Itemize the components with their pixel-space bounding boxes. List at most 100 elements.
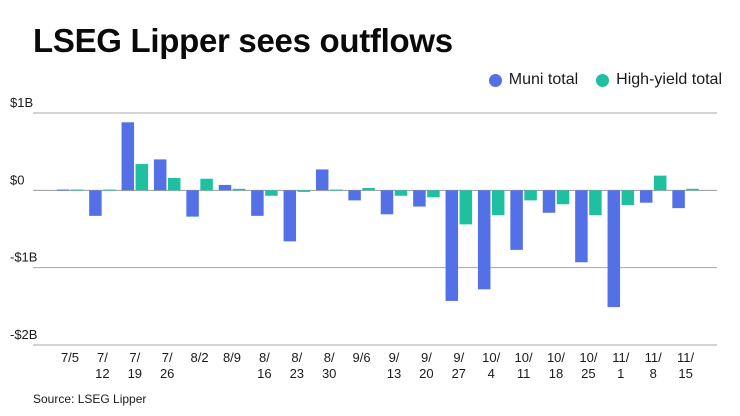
x-tick-label-line: 1: [617, 366, 624, 381]
x-tick-label-line: 11/: [645, 350, 662, 365]
x-tick-label-line: 26: [160, 366, 174, 381]
x-tick-label-line: 8/: [291, 350, 302, 365]
bar-high-yield: [556, 190, 570, 205]
x-tick-label: 9/13: [387, 350, 401, 381]
x-tick-label-line: 12: [95, 366, 109, 381]
bar-high-yield: [427, 190, 440, 198]
x-tick-label-line: 25: [581, 366, 595, 381]
bar-high-yield: [621, 190, 635, 206]
x-tick-label: 11/15: [677, 350, 694, 381]
x-tick-label-line: 8/2: [191, 350, 209, 365]
bar-high-yield: [103, 189, 116, 191]
x-tick-label-line: 8/: [324, 350, 335, 365]
bar-high-yield: [265, 190, 278, 196]
x-tick-label: 10/18: [547, 350, 565, 381]
bar-high-yield: [167, 177, 181, 191]
bar-muni: [672, 190, 685, 209]
x-tick-label-line: 18: [549, 366, 563, 381]
bar-muni: [315, 169, 329, 191]
bar-muni: [542, 190, 556, 213]
bar-high-yield: [329, 189, 343, 191]
y-tick-label: -$1B: [10, 250, 37, 265]
bar-high-yield: [491, 190, 505, 216]
x-tick-label-line: 9/: [421, 350, 432, 365]
bar-muni: [639, 190, 653, 203]
x-tick-label: 8/2: [191, 350, 209, 365]
bar-high-yield: [589, 190, 602, 216]
x-tick-label-line: 10/: [547, 350, 565, 365]
x-tick-label-line: 11/: [677, 350, 694, 365]
x-tick-label-line: 8: [650, 366, 657, 381]
x-tick-label: 8/9: [223, 350, 241, 365]
bar-muni: [153, 159, 167, 191]
x-tick-label: 10/11: [515, 350, 533, 381]
x-tick-label-line: 7/: [97, 350, 108, 365]
x-tick-label-line: 23: [290, 366, 304, 381]
bar-high-yield: [70, 189, 84, 191]
bar-high-yield: [524, 190, 537, 201]
x-tick-label-line: 16: [257, 366, 271, 381]
x-tick-label: 7/12: [95, 350, 109, 381]
x-tick-label: 9/6: [353, 350, 371, 365]
bar-high-yield: [459, 190, 473, 225]
x-tick-label: 10/25: [579, 350, 597, 381]
x-tick-label: 7/19: [128, 350, 142, 381]
legend-label-muni: Muni total: [508, 71, 579, 88]
y-tick-label: $1B: [10, 95, 33, 110]
bar-muni: [607, 190, 621, 308]
x-tick-label-line: 7/: [162, 350, 173, 365]
x-tick-label: 11/8: [645, 350, 662, 381]
x-tick-label-line: 30: [322, 366, 336, 381]
legend-swatch-high-yield: [596, 73, 610, 87]
bar-high-yield: [135, 164, 149, 191]
bar-muni: [380, 190, 394, 215]
x-tick-label-line: 9/: [453, 350, 464, 365]
x-tick-label-line: 9/: [389, 350, 400, 365]
x-tick-label-line: 15: [678, 366, 692, 381]
x-tick-label-line: 10/: [482, 350, 500, 365]
x-tick-label-line: 7/5: [61, 350, 79, 365]
chart-title: LSEG Lipper sees outflows: [33, 22, 453, 59]
x-tick-label: 8/16: [257, 350, 271, 381]
x-tick-label-line: 9/6: [353, 350, 371, 365]
x-tick-label: 10/4: [482, 350, 500, 381]
bar-muni: [186, 190, 199, 217]
bar-muni: [575, 190, 588, 263]
x-tick-label-line: 19: [128, 366, 142, 381]
x-tick-label-line: 8/: [259, 350, 270, 365]
bar-high-yield: [297, 190, 311, 192]
x-tick-label-line: 20: [419, 366, 433, 381]
bar-high-yield: [394, 190, 408, 196]
x-tick-label-line: 10/: [515, 350, 533, 365]
x-tick-label: 9/27: [452, 350, 466, 381]
x-tick-label-line: 7/: [129, 350, 140, 365]
y-tick-label: -$2B: [10, 327, 37, 342]
bar-high-yield: [686, 188, 699, 191]
bar-muni: [445, 190, 459, 301]
bar-high-yield: [362, 188, 375, 191]
legend-label-high-yield: High-yield total: [616, 71, 722, 88]
legend-swatch-muni: [488, 73, 502, 87]
bar-muni: [477, 190, 491, 290]
bar-muni: [56, 189, 70, 191]
x-tick-label: 9/20: [419, 350, 433, 381]
bar-high-yield: [232, 188, 246, 191]
x-tick-label-line: 10/: [579, 350, 597, 365]
x-tick-label-line: 8/9: [223, 350, 241, 365]
bar-high-yield: [200, 178, 213, 191]
bar-muni: [251, 190, 264, 216]
x-tick-label-line: 27: [452, 366, 466, 381]
x-tick-label-line: 13: [387, 366, 401, 381]
x-tick-label-line: 4: [488, 366, 495, 381]
bar-muni: [283, 190, 297, 242]
source-note: Source: LSEG Lipper: [33, 392, 147, 406]
x-tick-label-line: 11/: [612, 350, 629, 365]
legend: Muni total High-yield total: [488, 71, 722, 89]
x-tick-label: 8/23: [290, 350, 304, 381]
bar-muni: [121, 122, 135, 191]
bar-muni: [348, 190, 361, 201]
bar-muni: [89, 190, 102, 216]
x-tick-label: 7/5: [61, 350, 79, 365]
x-tick-label-line: 11: [517, 366, 531, 381]
